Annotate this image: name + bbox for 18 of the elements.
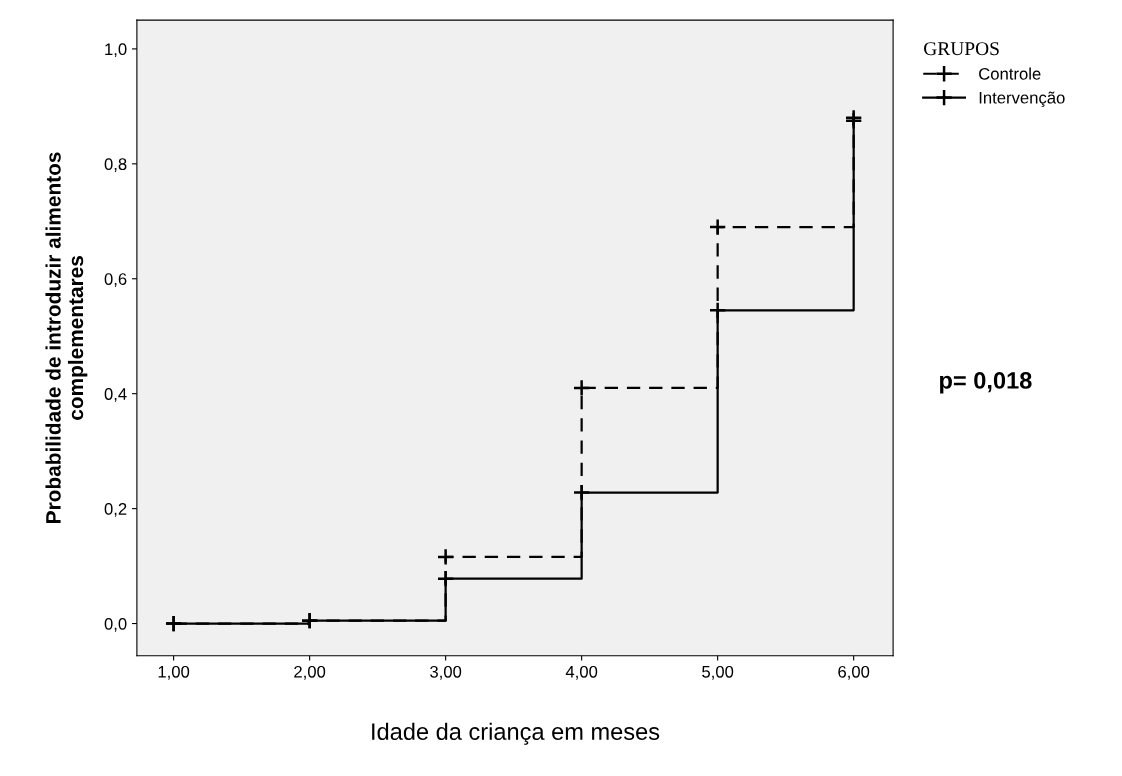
y-tick-label: 0,0 <box>104 617 127 632</box>
x-axis-title: Idade da criança em meses <box>372 722 660 745</box>
x-tick-label: 3,00 <box>430 665 462 680</box>
x-tick-label: 4,00 <box>565 665 598 680</box>
y-tick-label: 0,2 <box>104 503 127 517</box>
y-tick-label: 0,6 <box>104 273 127 287</box>
y-tick-label: 0,8 <box>104 158 127 173</box>
y-tick-label: 0,4 <box>104 388 127 402</box>
x-tick-label: 6,00 <box>838 665 870 680</box>
x-tick-label: 2,00 <box>294 665 326 680</box>
y-axis-title: Probabilidade de introduzir alimentos complementares <box>45 152 88 523</box>
legend-label: Controle <box>979 67 1041 80</box>
x-tick-label: 1,00 <box>158 665 190 680</box>
text: p= 0,018 <box>940 372 1032 394</box>
legend-label: Intervenção <box>979 91 1065 107</box>
x-tick-label: 5,00 <box>702 665 734 680</box>
legend-title: GRUPOS <box>924 42 999 56</box>
y-tick-label: 1,0 <box>105 43 127 58</box>
